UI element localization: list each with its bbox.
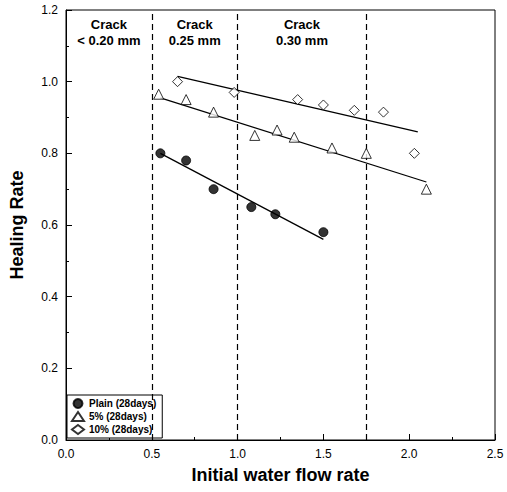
svg-text:0.4: 0.4	[41, 290, 58, 304]
svg-text:Plain (28days): Plain (28days)	[89, 398, 156, 409]
svg-text:0.0: 0.0	[58, 447, 75, 461]
svg-text:Crack: Crack	[177, 17, 214, 32]
svg-text:0.5: 0.5	[143, 447, 160, 461]
svg-text:0.30 mm: 0.30 mm	[276, 33, 328, 48]
svg-text:0.8: 0.8	[41, 146, 58, 160]
svg-text:< 0.20 mm: < 0.20 mm	[77, 33, 140, 48]
svg-text:1.0: 1.0	[229, 447, 246, 461]
svg-text:1.0: 1.0	[41, 75, 58, 89]
svg-text:2.0: 2.0	[401, 447, 418, 461]
svg-text:2.5: 2.5	[487, 447, 504, 461]
svg-text:0.6: 0.6	[41, 218, 58, 232]
svg-text:Crack: Crack	[284, 17, 321, 32]
svg-text:0.2: 0.2	[41, 361, 58, 375]
svg-text:1.2: 1.2	[41, 3, 58, 17]
svg-text:Initial water flow rate: Initial water flow rate	[191, 465, 369, 485]
svg-text:10% (28days): 10% (28days)	[89, 424, 152, 435]
svg-text:5% (28days): 5% (28days)	[89, 411, 147, 422]
svg-text:0.0: 0.0	[41, 433, 58, 447]
svg-text:Crack: Crack	[91, 17, 128, 32]
svg-text:1.5: 1.5	[315, 447, 332, 461]
svg-text:Healing Rate: Healing Rate	[7, 170, 27, 279]
svg-text:0.25 mm: 0.25 mm	[169, 33, 221, 48]
